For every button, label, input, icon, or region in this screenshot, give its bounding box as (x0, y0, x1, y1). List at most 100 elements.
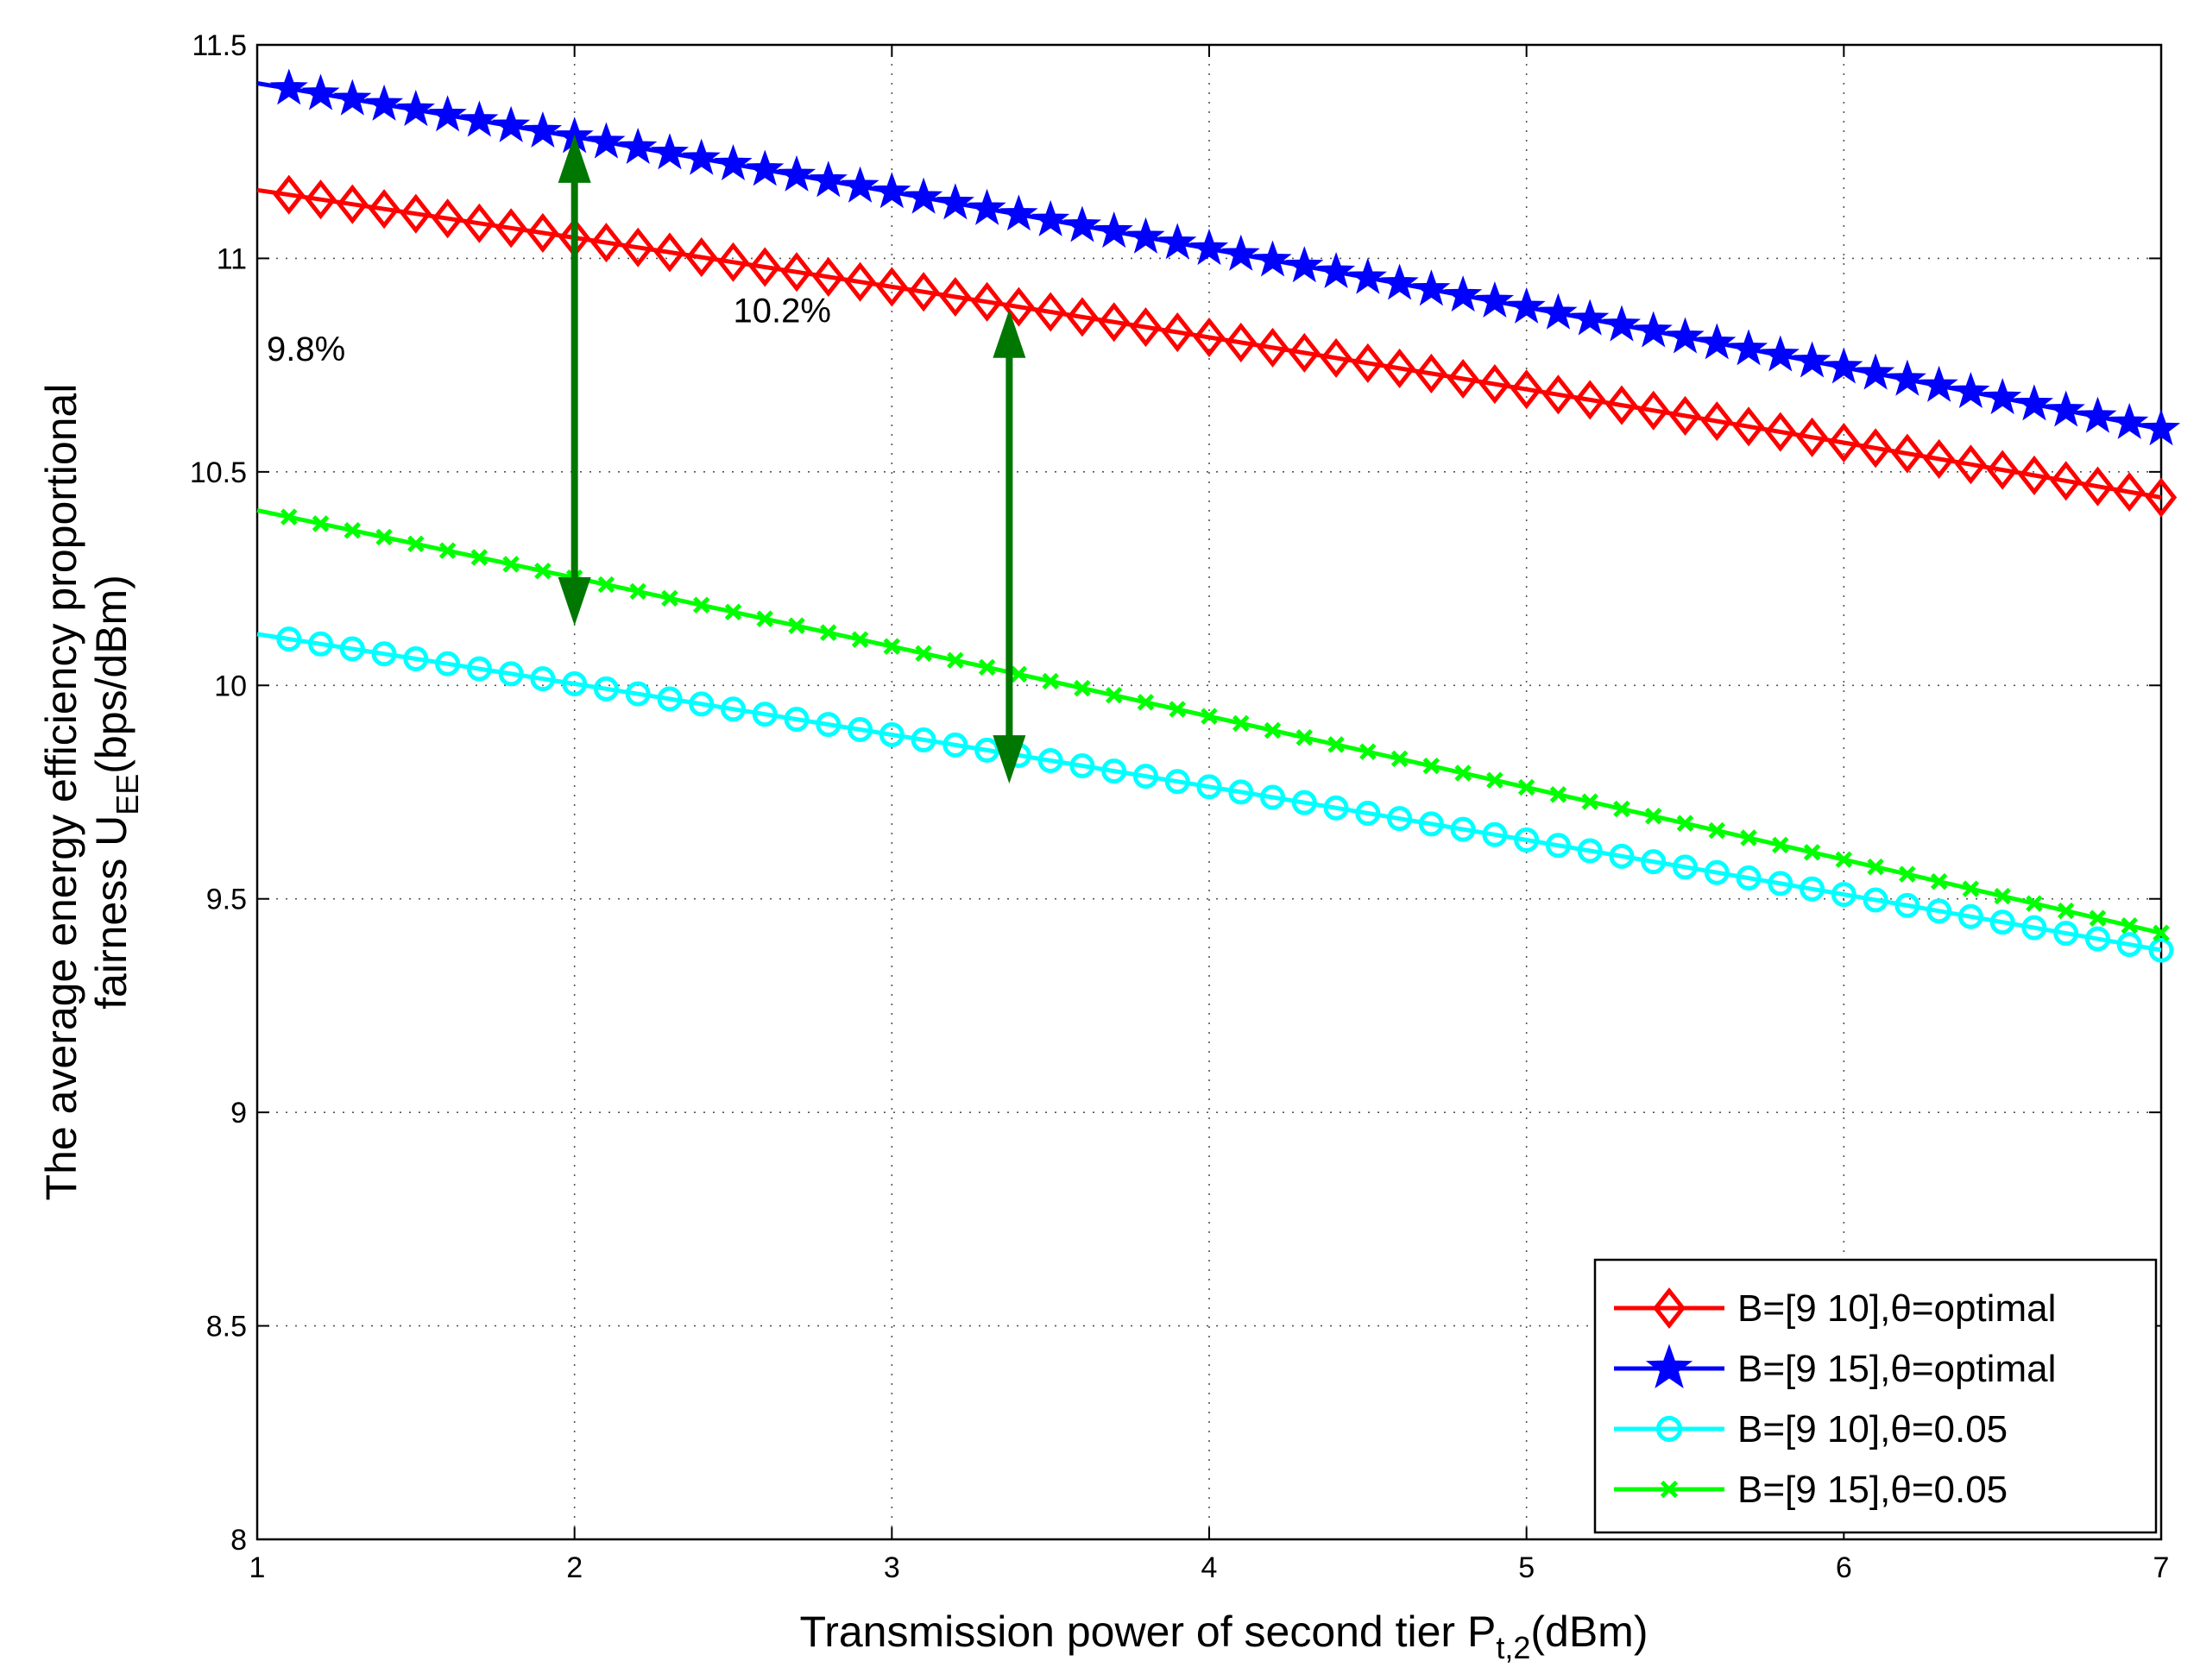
annotation-label: 9.8% (267, 330, 345, 368)
series-marker (308, 631, 334, 657)
series-marker (1253, 240, 1292, 277)
legend: B=[9 10],θ=optimal B=[9 15],θ=optimal B=[9… (1593, 1258, 2158, 1534)
y-tick-label: 11.5 (192, 29, 247, 62)
y-tick-label: 10 (214, 670, 247, 702)
series-marker (1164, 769, 1190, 795)
series-marker (1666, 317, 1705, 354)
series-marker (780, 252, 813, 293)
series-marker (1951, 371, 1990, 409)
series-marker (2018, 455, 2051, 495)
series-3 (256, 626, 2174, 963)
series-marker (276, 626, 302, 652)
series-marker (1260, 784, 1286, 810)
y-axis-title-line2-main: fairness U (87, 815, 136, 1010)
series-marker (1387, 806, 1413, 832)
series-marker (396, 90, 435, 127)
series-marker (1450, 816, 1476, 842)
legend-entry-3: B=[9 10],θ=0.05 (1614, 1408, 2008, 1450)
series-marker (590, 223, 622, 263)
series-marker (752, 702, 778, 727)
legend-label: B=[9 10],θ=0.05 (1737, 1408, 2008, 1450)
series-marker (1613, 800, 1630, 818)
series-marker (1066, 297, 1099, 337)
series-marker (968, 188, 1006, 225)
series-marker (1772, 836, 1789, 854)
x-tick-label: 6 (1836, 1551, 1852, 1584)
series-marker (653, 232, 686, 273)
series-marker (305, 179, 337, 220)
series-marker (1983, 378, 2022, 415)
series-marker (1930, 872, 1948, 890)
series-marker (523, 110, 563, 148)
series-marker (1137, 694, 1155, 711)
series-marker (1634, 311, 1673, 348)
series-marker (1327, 736, 1345, 753)
series-marker (312, 515, 330, 532)
axis-ticks: 1 2 3 4 5 6 7 8 8.5 9 9.5 10 10.5 11 11.5 (190, 29, 2170, 1584)
series-marker (1380, 263, 1419, 300)
series-marker (1761, 335, 1800, 372)
series-marker (1863, 887, 1888, 913)
series-marker (1957, 903, 1983, 929)
series-marker (1232, 714, 1250, 733)
x-tick-label: 3 (884, 1551, 900, 1584)
series-marker (280, 508, 298, 525)
series-marker (1132, 764, 1158, 790)
series-marker (1740, 829, 1757, 846)
series-marker (1701, 401, 1733, 442)
series-marker (784, 707, 810, 733)
x-tick-label: 1 (249, 1551, 266, 1584)
y-tick-label: 8.5 (206, 1311, 247, 1343)
series-marker (1926, 898, 1952, 924)
series-marker (1581, 793, 1598, 810)
series-marker (1574, 380, 1606, 420)
series-marker (1062, 205, 1102, 242)
series-marker (907, 272, 940, 312)
series-marker (1828, 423, 1860, 463)
series-marker (2089, 909, 2107, 927)
series-marker (1031, 199, 1070, 236)
series-marker (629, 582, 646, 601)
series-marker (1891, 433, 1924, 474)
series-marker (2121, 916, 2138, 934)
series-marker (470, 549, 489, 566)
series-marker (1105, 686, 1123, 704)
series-marker (1673, 854, 1698, 880)
series-marker (1295, 728, 1314, 746)
series-marker (460, 100, 499, 137)
series-marker (1221, 234, 1260, 271)
series-line (256, 632, 2162, 953)
series-marker (2145, 477, 2178, 518)
series-marker (1201, 708, 1218, 725)
series-marker (911, 727, 936, 752)
series-marker (974, 737, 1000, 763)
series-marker (1825, 347, 1863, 384)
legend-box (1593, 1258, 2158, 1534)
series-marker (1348, 257, 1387, 294)
series-marker (344, 521, 362, 539)
series-marker (1835, 851, 1853, 868)
series-marker (879, 721, 905, 747)
series-marker (1454, 764, 1472, 782)
series-marker (1169, 701, 1186, 718)
series-marker (463, 203, 495, 243)
series-marker (1542, 374, 1574, 415)
x-tick-label: 7 (2153, 1551, 2170, 1584)
series-marker (1320, 337, 1352, 378)
series-marker (746, 149, 785, 186)
series-marker (657, 686, 683, 712)
series-marker (466, 656, 492, 682)
series-marker (2021, 915, 2047, 941)
x-axis-title: Transmission power of second tier Pt,2(d… (800, 1608, 1648, 1665)
series-marker (1856, 353, 1895, 390)
series-marker (682, 138, 721, 175)
series-marker (724, 603, 742, 620)
series-marker (1510, 369, 1542, 410)
series-marker (1602, 305, 1642, 342)
series-marker (1225, 322, 1257, 362)
legend-label: B=[9 15],θ=optimal (1737, 1348, 2056, 1390)
series-marker (689, 691, 715, 717)
series-marker (492, 105, 531, 142)
series-marker (2148, 937, 2174, 963)
